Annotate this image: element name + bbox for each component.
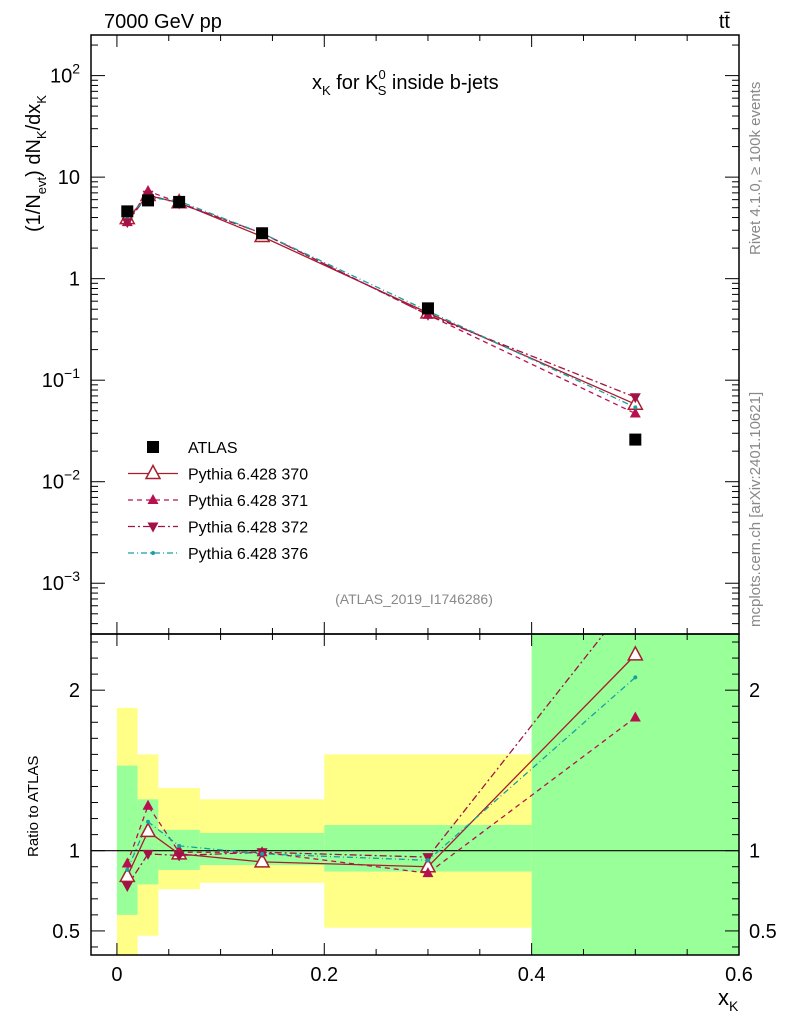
ratio-point-p376 <box>633 675 638 680</box>
ratio-point-p372 <box>142 849 154 860</box>
x-tick-label: 0 <box>111 964 122 986</box>
point-p376 <box>633 405 638 410</box>
point-atlas <box>121 205 134 218</box>
y-tick-label: 1 <box>69 269 80 291</box>
x-tick-label: 0.4 <box>518 964 546 986</box>
ratio-point-p376 <box>146 819 151 824</box>
ratio-point-p370 <box>139 821 157 838</box>
legend-label-p370: Pythia 6.428 370 <box>188 467 308 484</box>
ratio-y-tick-label: 1 <box>69 841 80 863</box>
y-axis-label: (1/Nevt) dNK/dxK <box>23 95 49 232</box>
y-tick-label: 102 <box>50 61 80 88</box>
rivet-label: Rivet 4.1.0, ≥ 100k events <box>747 82 764 255</box>
process-label: tt̄ <box>719 11 731 33</box>
point-p372 <box>629 393 641 404</box>
analysis-id: (ATLAS_2019_I1746286) <box>335 591 493 607</box>
line-p371 <box>126 190 636 415</box>
ratio-point-p371 <box>422 867 434 878</box>
ratio-line-p372 <box>126 634 605 887</box>
ratio-point-p370 <box>627 645 644 661</box>
x-tick-label: 0.6 <box>725 964 753 986</box>
plot-title: xK for K0 S inside b-jets <box>312 67 499 98</box>
x-axis-label: xK <box>718 985 739 1014</box>
ratio-frame <box>90 633 740 956</box>
ratio-point-p376 <box>177 843 182 848</box>
x-tick-label: 0.2 <box>310 964 338 986</box>
ratio-band-stat <box>531 634 739 955</box>
point-atlas <box>629 433 642 446</box>
legend-marker-atlas <box>147 441 159 453</box>
y-tick-label: 10−2 <box>42 467 80 494</box>
mcplots-label: mcplots.cern.ch [arXiv:2401.10621] <box>747 392 764 627</box>
ratio-band-stat <box>137 799 159 885</box>
ratio-point-p376 <box>260 851 265 856</box>
y-tick-label: 10−1 <box>42 365 80 392</box>
line-p372 <box>126 194 636 398</box>
ratio-point-p371 <box>121 857 133 868</box>
ratio-band-stat <box>116 765 138 915</box>
ratio-y-tick-label-right: 1 <box>749 841 760 863</box>
legend-marker-p376 <box>151 551 155 555</box>
legend-marker-p372 <box>147 522 159 533</box>
ratio-point-p372 <box>173 851 185 862</box>
ratio-line-p370 <box>126 654 636 877</box>
ratio-y-tick-label-right: 2 <box>749 680 760 702</box>
upper-frame <box>90 34 740 635</box>
ratio-point-p371 <box>629 711 641 722</box>
ratio-y-tick-label-right: 0.5 <box>749 921 777 943</box>
point-atlas <box>173 195 186 208</box>
ratio-point-p371 <box>142 799 154 810</box>
ratio-point-p376 <box>425 858 430 863</box>
legend-label-p376: Pythia 6.428 376 <box>188 546 308 563</box>
energy-label: 7000 GeV pp <box>104 11 222 33</box>
ratio-point-p370 <box>119 866 136 883</box>
ratio-point-p372 <box>422 853 434 864</box>
line-p376 <box>126 196 636 408</box>
legend: ATLAS Pythia 6.428 370 Pythia 6.428 371 Pyt… <box>128 440 308 563</box>
svg-text:(1/Nevt) dNK/dxK: (1/Nevt) dNK/dxK <box>23 95 49 232</box>
ratio-point-p372 <box>121 881 133 892</box>
line-p370 <box>126 194 636 405</box>
y-tick-label: 10−3 <box>42 568 80 595</box>
ratio-y-tick-label: 0.5 <box>52 921 80 943</box>
ratio-point-p370 <box>253 852 271 868</box>
y-tick-label: 10 <box>58 167 80 189</box>
legend-label-p372: Pythia 6.428 372 <box>188 520 308 537</box>
legend-label-p371: Pythia 6.428 371 <box>188 493 308 510</box>
point-p372 <box>121 218 133 229</box>
ratio-point-p376 <box>125 867 130 872</box>
ratio-series-group <box>119 634 644 892</box>
legend-marker-p371 <box>147 494 159 504</box>
legend-marker-p370 <box>144 463 162 480</box>
point-atlas <box>142 194 155 207</box>
ratio-y-tick-label: 2 <box>69 680 80 702</box>
point-atlas <box>421 302 434 315</box>
point-p371 <box>629 407 641 418</box>
legend-label-atlas: ATLAS <box>188 440 238 457</box>
ratio-axis-label: Ratio to ATLAS <box>25 756 42 857</box>
point-atlas <box>256 227 269 240</box>
